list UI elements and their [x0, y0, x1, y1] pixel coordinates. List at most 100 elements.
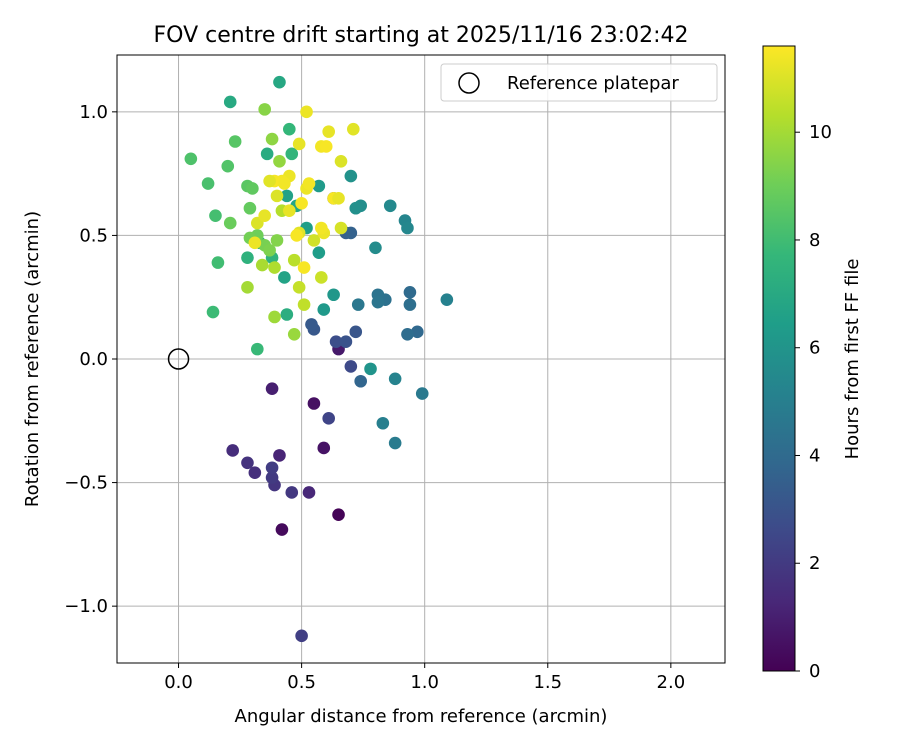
data-point: [285, 147, 299, 161]
data-point: [295, 196, 308, 210]
data-point: [265, 132, 279, 146]
data-point: [211, 256, 225, 269]
data-point: [388, 436, 402, 450]
data-point: [268, 261, 281, 274]
data-point: [415, 387, 429, 400]
data-point: [322, 125, 335, 138]
data-point: [241, 456, 254, 470]
data-point: [401, 327, 414, 341]
x-axis-label: Angular distance from reference (arcmin): [235, 706, 608, 727]
reference-layer: [167, 348, 190, 370]
colorbar-tick-label: 4: [809, 445, 820, 466]
y-axis-label: Rotation from reference (arcmin): [22, 211, 43, 507]
legend-label: Reference platepar: [507, 73, 679, 94]
data-point: [260, 147, 274, 161]
data-point: [329, 335, 343, 348]
data-point: [258, 209, 271, 222]
data-point: [287, 253, 301, 267]
data-point: [351, 298, 365, 311]
x-tick-label: 1.5: [533, 672, 562, 693]
data-point: [312, 246, 326, 260]
data-point: [322, 412, 335, 425]
colorbar-tick-label: 0: [809, 661, 820, 682]
data-point: [278, 271, 291, 284]
data-point: [268, 310, 281, 324]
data-point: [440, 293, 454, 306]
data-point: [344, 226, 358, 240]
data-point: [206, 305, 220, 319]
data-point: [221, 159, 235, 173]
data-point: [283, 204, 296, 218]
data-point: [371, 295, 385, 309]
data-point: [246, 182, 259, 195]
data-point: [403, 298, 417, 311]
data-point: [302, 486, 316, 499]
data-point: [334, 154, 348, 168]
data-point: [300, 105, 313, 119]
data-point: [307, 234, 321, 247]
data-point: [223, 216, 237, 230]
data-point: [297, 298, 311, 311]
y-tick-label: −1.0: [64, 596, 108, 617]
grid-lines: [117, 55, 725, 663]
data-point: [376, 416, 390, 430]
data-point: [226, 444, 239, 457]
data-point: [315, 221, 328, 235]
data-point: [347, 122, 360, 136]
data-point: [383, 199, 397, 213]
data-point: [287, 327, 301, 341]
x-tick-label: 0.5: [287, 672, 316, 693]
legend-marker-icon: [458, 72, 480, 94]
x-axis-ticks: 0.0 0.5 1.0 1.5 2.0: [164, 663, 685, 693]
colorbar: [762, 45, 796, 672]
data-point: [349, 325, 363, 339]
data-point: [263, 174, 276, 188]
data-point: [265, 471, 279, 484]
x-tick-label: 2.0: [657, 672, 686, 693]
data-point: [292, 281, 306, 294]
data-point: [344, 169, 358, 183]
data-point: [307, 397, 321, 410]
data-point: [319, 140, 333, 153]
data-point: [312, 179, 326, 193]
data-point: [349, 201, 363, 215]
colorbar-label: Hours from first FF file: [842, 259, 863, 460]
reference-platepar-marker: [167, 348, 190, 370]
data-point: [295, 629, 308, 643]
chart-title: FOV centre drift starting at 2025/11/16 …: [154, 23, 689, 48]
data-point: [403, 285, 417, 299]
data-point: [332, 192, 345, 205]
data-point: [270, 189, 284, 203]
data-point: [280, 189, 294, 203]
colorbar-tick-label: 10: [809, 122, 832, 143]
x-tick-label: 0.0: [164, 672, 193, 693]
data-point: [278, 177, 291, 190]
colorbar-ticks: 0 2 4 6 8 10: [795, 122, 832, 682]
colorbar-tick-label: 6: [809, 338, 820, 359]
data-point: [344, 360, 358, 373]
data-point: [283, 122, 296, 136]
data-point: [270, 234, 284, 247]
y-tick-label: 0.0: [79, 349, 108, 370]
data-point: [251, 342, 264, 356]
y-tick-label: 1.0: [79, 102, 108, 123]
data-points: [184, 75, 454, 643]
data-point: [265, 382, 279, 395]
legend: Reference platepar: [440, 63, 718, 102]
data-point: [317, 303, 331, 316]
data-point: [275, 523, 289, 536]
data-point: [285, 486, 299, 499]
data-point: [248, 236, 262, 250]
data-point: [292, 137, 306, 151]
y-tick-label: −0.5: [64, 473, 108, 494]
legend-box: [440, 63, 718, 102]
y-axis-ticks: −1.0 −0.5 0.0 0.5 1.0: [64, 102, 117, 617]
data-point: [297, 261, 311, 274]
data-point: [305, 318, 318, 331]
data-point: [241, 281, 254, 294]
data-point: [332, 508, 345, 522]
data-point: [243, 201, 257, 215]
data-point: [280, 308, 294, 321]
data-point: [263, 243, 276, 257]
